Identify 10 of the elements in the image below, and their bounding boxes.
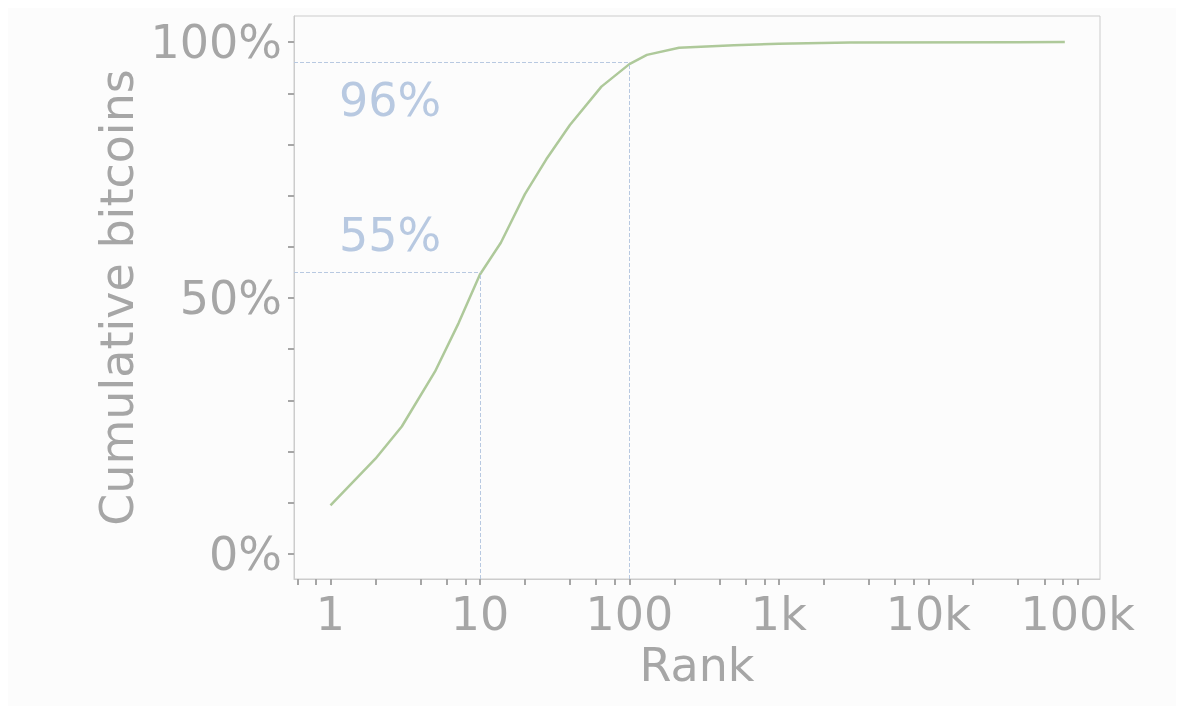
- ref-line-label: 96%: [339, 72, 442, 127]
- x-tick-label: 10: [450, 587, 510, 641]
- x-tick-label: 10k: [885, 587, 972, 641]
- x-tick-label: 1: [315, 587, 346, 641]
- y-tick-label: 50%: [179, 271, 282, 326]
- y-tick-label: 0%: [209, 526, 282, 581]
- y-tick-label: 100%: [150, 15, 282, 70]
- y-axis-title: Cumulative bitcoins: [89, 69, 144, 526]
- ref-line-label: 55%: [339, 208, 442, 263]
- x-tick-label: 100k: [1020, 587, 1136, 641]
